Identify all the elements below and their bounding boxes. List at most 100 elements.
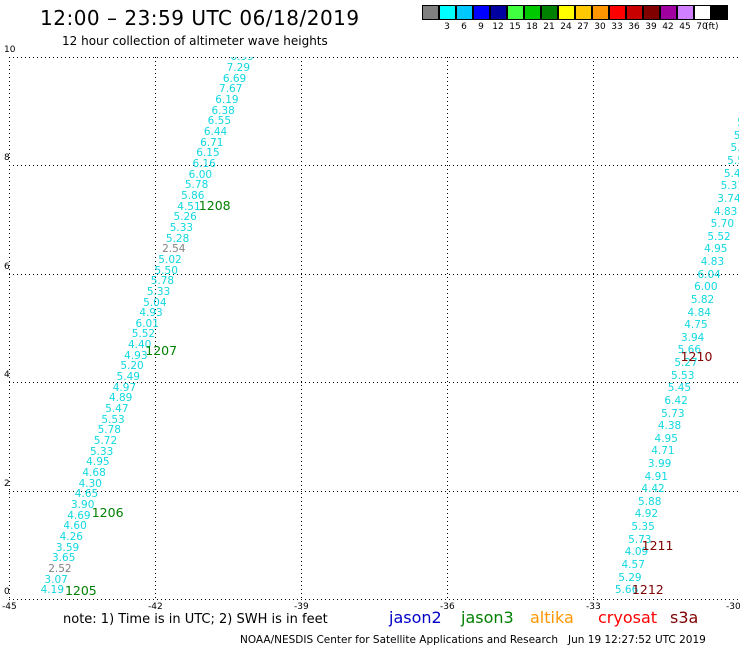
legend-swatch xyxy=(626,5,643,20)
swh-value: 5.52 xyxy=(707,230,731,243)
legend-swatch xyxy=(524,5,541,20)
swh-value: 3.59 xyxy=(55,541,80,554)
legend-swatch xyxy=(490,5,507,20)
pass-time-label: 1208 xyxy=(198,197,231,213)
pass-time-label: 1211 xyxy=(641,538,674,554)
swh-value: 6.00 xyxy=(694,281,718,294)
swh-value: 5.45 xyxy=(667,382,692,395)
legend-label: 24 xyxy=(560,22,572,32)
swh-value: 5.47 xyxy=(105,403,129,416)
swh-value: 5.88 xyxy=(638,495,662,508)
credit-text: NOAA/NESDIS Center for Satellite Applica… xyxy=(240,634,558,646)
swh-value: 3.65 xyxy=(52,552,76,565)
map-grid xyxy=(9,57,739,601)
swh-value: 5.02 xyxy=(158,253,182,266)
swh-value: 3.99 xyxy=(647,457,672,470)
swh-value: 6.01 xyxy=(135,317,159,330)
swh-value: 5.53 xyxy=(101,413,125,426)
swh-value: 4.71 xyxy=(651,445,675,458)
swh-value: 4.38 xyxy=(657,420,682,433)
swh-value: 4.51 xyxy=(177,200,201,213)
legend-label: 30 xyxy=(594,22,606,32)
legend-label: 70 xyxy=(696,22,708,32)
swh-value: 5.35 xyxy=(631,521,655,534)
swh-value: 5.31 xyxy=(720,180,739,193)
satellite-name-cryosat: cryosat xyxy=(598,608,658,627)
swh-value: 7.67 xyxy=(219,83,243,96)
longitude-tick-label: -33 xyxy=(586,602,601,612)
swh-value: 5.73 xyxy=(628,533,652,546)
swh-value: 2.54 xyxy=(162,243,186,256)
legend-swatch xyxy=(439,5,456,20)
legend-swatch xyxy=(711,5,728,20)
legend-swatch xyxy=(660,5,677,20)
longitude-tick-label: -30 xyxy=(726,602,740,612)
legend-label: 6 xyxy=(461,22,467,32)
pass-time-label: 1205 xyxy=(64,583,97,599)
swh-value: 6.44 xyxy=(203,126,228,138)
swh-value: 2.52 xyxy=(48,562,72,575)
legend-swatch xyxy=(592,5,609,20)
page-title: 12:00 – 23:59 UTC 06/18/2019 xyxy=(40,6,360,30)
swh-value: 5.27 xyxy=(674,357,698,370)
swh-value: 4.84 xyxy=(687,306,711,319)
latitude-tick-label: 10 xyxy=(4,45,16,55)
legend-label: 3 xyxy=(444,22,450,32)
swh-value: 6.04 xyxy=(697,268,721,281)
legend-label: 15 xyxy=(509,22,521,32)
swh-value: 6.55 xyxy=(207,115,232,128)
swh-value: 4.89 xyxy=(108,392,133,405)
swh-value: 5.29 xyxy=(618,571,642,584)
swh-value: 6.19 xyxy=(215,94,239,107)
legend-label: 33 xyxy=(611,22,623,32)
legend-swatch xyxy=(507,5,524,20)
swh-value: 4.95 xyxy=(86,456,110,469)
swh-value: 5.78 xyxy=(150,275,175,288)
swh-value: 5.26 xyxy=(173,211,197,224)
swh-value: 5.20 xyxy=(120,360,144,373)
swh-value: 4.26 xyxy=(59,530,83,543)
swh-value: 4.95 xyxy=(704,243,728,256)
legend-label: 42 xyxy=(662,22,674,32)
swh-value: 5.66 xyxy=(614,584,639,597)
legend-label: 45 xyxy=(679,22,691,32)
swh-value: 4.42 xyxy=(641,483,665,496)
swh-value: 4.57 xyxy=(621,558,645,571)
swh-value: 4.75 xyxy=(684,319,708,332)
satellite-name-s3a: s3a xyxy=(670,608,699,627)
swh-value: 5.33 xyxy=(89,445,114,458)
swh-value: 5.78 xyxy=(184,179,209,192)
swh-value: 5.63 xyxy=(737,118,739,129)
legend-swatch xyxy=(541,5,558,20)
legend-label: 9 xyxy=(478,22,484,32)
legend-label: 21 xyxy=(543,22,555,32)
swh-value: 3.94 xyxy=(680,331,705,344)
swh-value: 5.04 xyxy=(143,296,167,309)
swh-value: 4.91 xyxy=(644,470,668,483)
footer-note: note: 1) Time is in UTC; 2) SWH is in fe… xyxy=(63,612,328,627)
swh-value: 4.97 xyxy=(112,381,137,394)
swh-value: 5.33 xyxy=(169,221,194,234)
swh-value: 5.84 xyxy=(730,142,739,155)
swh-value: 4.68 xyxy=(82,466,106,479)
swh-value: 5.33 xyxy=(146,285,171,298)
swh-value: 6.71 xyxy=(200,136,224,149)
legend-label: 36 xyxy=(628,22,640,32)
footer-credit: NOAA/NESDIS Center for Satellite Applica… xyxy=(240,634,706,646)
legend-swatch xyxy=(575,5,592,20)
pass-time-label: 1210 xyxy=(680,348,713,364)
swh-value: 4.92 xyxy=(634,508,659,521)
swh-value: 4.65 xyxy=(74,488,99,501)
swh-value: 4.83 xyxy=(700,256,725,269)
swh-value: 5.52 xyxy=(131,328,156,341)
swh-value: 5.78 xyxy=(97,424,121,437)
swh-value: 6.15 xyxy=(196,147,220,160)
swh-value: 4.93 xyxy=(139,307,163,320)
legend-swatch xyxy=(456,5,473,20)
swh-value: 6.42 xyxy=(664,394,688,407)
latitude-tick-label: 8 xyxy=(4,153,10,164)
swh-value: 6.69 xyxy=(222,72,247,85)
legend-label: 12 xyxy=(492,22,504,32)
swh-value: 6.00 xyxy=(188,168,213,181)
swh-value: 5.28 xyxy=(165,232,190,245)
